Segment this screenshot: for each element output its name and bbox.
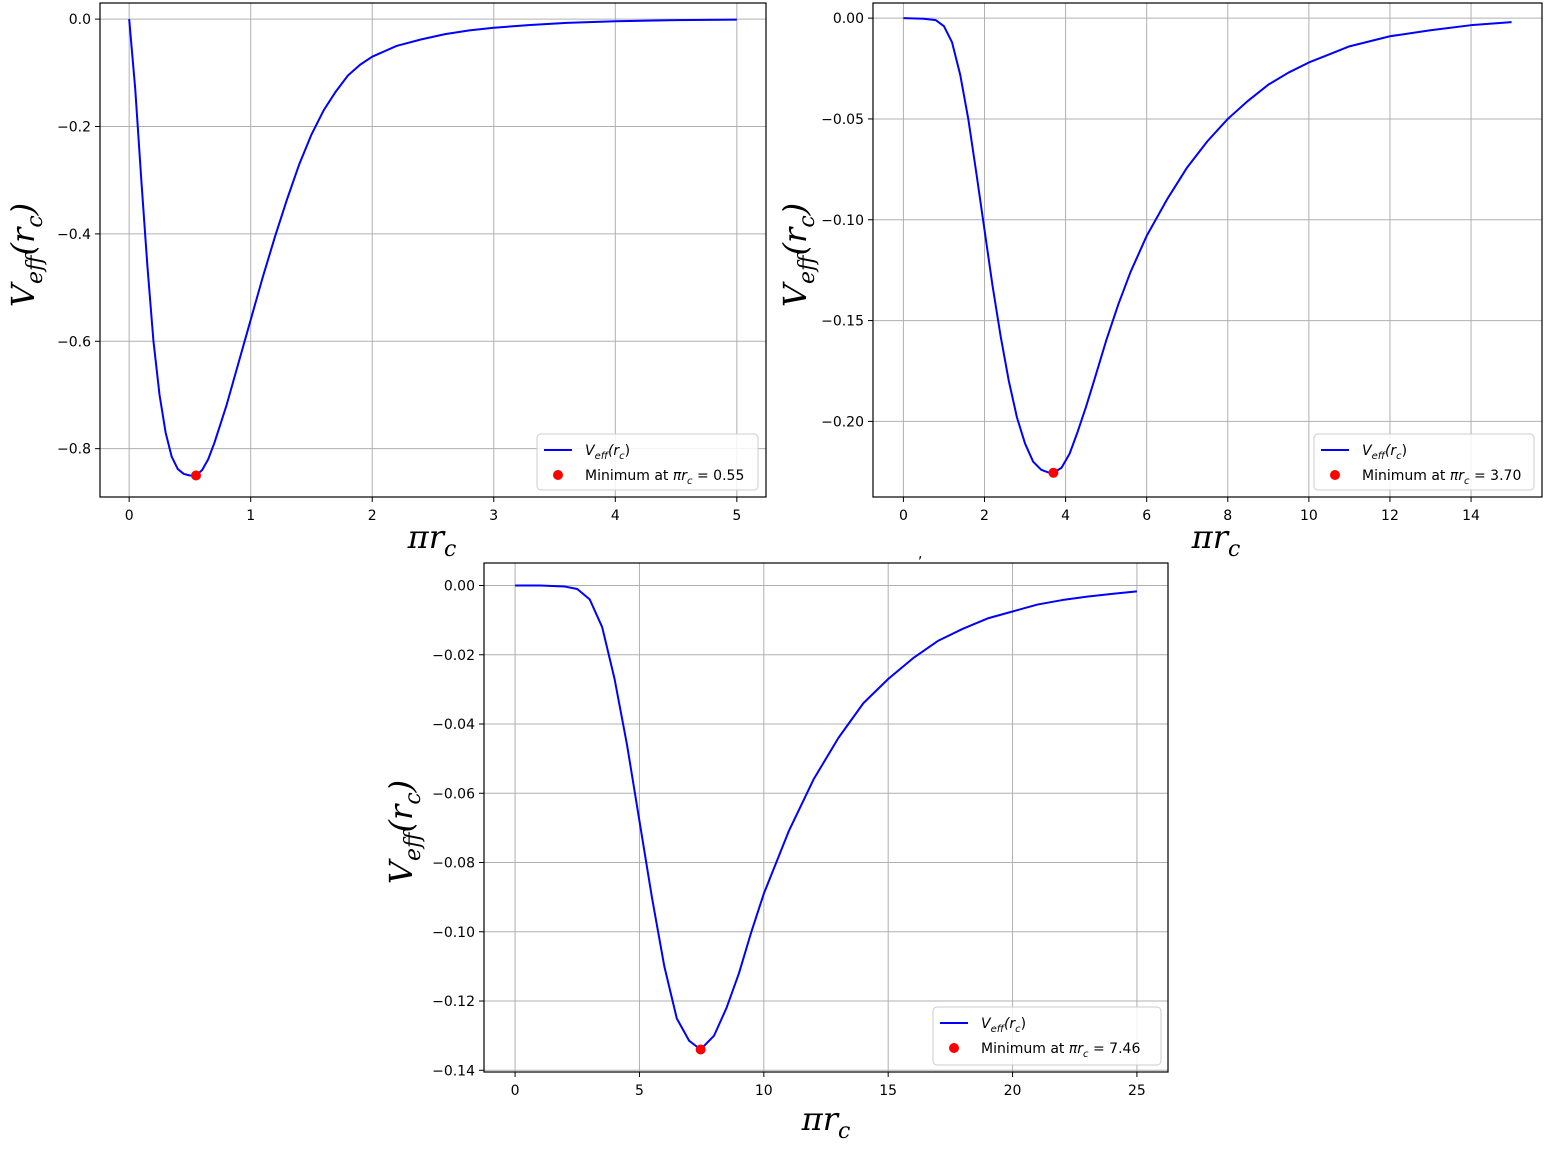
legend-label-veff: Veff(rc) [585,443,630,462]
x-tick-label: 8 [1223,508,1232,524]
x-tick-label: 3 [489,508,498,524]
x-tick-label: 4 [1061,508,1070,524]
minimum-point [191,470,202,481]
plot-frame [483,562,1169,1073]
legend-point-swatch [553,470,563,480]
series-line-veff [903,17,1512,474]
legend: Veff(rc) Minimum at πrc = 3.70 [1313,433,1535,491]
x-tick-label: 6 [1142,508,1151,524]
x-tick-label: 12 [1381,508,1399,524]
legend-label-veff: Veff(rc) [1362,443,1407,462]
y-tick-label: −0.06 [432,786,475,802]
x-tick-label: 10 [755,1083,773,1099]
y-tick-label: −0.05 [821,112,864,128]
x-tick-label: 25 [1128,1083,1146,1099]
series-line-veff [515,584,1138,1051]
y-tick-label: −0.10 [432,925,475,941]
y-tick-label: −0.20 [821,414,864,430]
y-tick-label: −0.10 [821,213,864,229]
legend-box [1313,433,1535,491]
legend-point-swatch [949,1043,959,1053]
stray-mark: , [918,546,922,562]
x-axis-label: πrc [407,518,457,562]
x-tick-label: 20 [1004,1083,1022,1099]
y-tick-label: 0.00 [833,11,864,27]
x-tick-label: 5 [732,508,741,524]
x-tick-label: 10 [1300,508,1318,524]
x-tick-label: 15 [879,1083,897,1099]
legend: Veff(rc) Minimum at πrc = 0.55 [536,433,759,491]
legend-box [932,1006,1162,1066]
y-tick-label: −0.04 [432,717,475,733]
x-tick-label: 2 [368,508,377,524]
minimum-point [695,1044,706,1055]
series-line-veff [128,18,737,477]
x-tick-label: 1 [246,508,255,524]
y-tick-label: −0.8 [57,442,91,458]
chart-panel-3: 0 5 10 15 20 25 0.00 −0.02 −0.04 −0.06 −0.08 −0.10 −… [382,562,1169,1144]
legend-box [536,433,759,491]
legend-label-minimum: Minimum at πrc = 7.46 [981,1041,1140,1060]
y-axis-label: Veff(rc) [4,203,48,307]
y-tick-label: −0.2 [57,120,91,136]
y-tick-label: 0.00 [444,579,475,595]
x-axis-label: πrc [801,1100,851,1144]
legend-label-minimum: Minimum at πrc = 3.70 [1362,468,1521,487]
y-tick-label: −0.08 [432,856,475,872]
x-tick-label: 0 [899,508,908,524]
legend-point-swatch [1330,470,1340,480]
chart-panel-2: 0 2 4 6 8 10 12 14 0.00 −0.05 −0.10 −0.15 −0.20 πrc Ve… [776,2,1543,562]
y-axis-label: Veff(rc) [776,203,820,307]
y-tick-label: −0.12 [432,994,475,1010]
y-tick-label: −0.14 [432,1063,475,1079]
y-tick-label: −0.4 [57,227,91,243]
plot-frame [99,2,767,498]
legend: Veff(rc) Minimum at πrc = 7.46 [932,1006,1162,1066]
x-tick-label: 2 [980,508,989,524]
y-tick-label: 0.0 [69,12,91,28]
legend-label-minimum: Minimum at πrc = 0.55 [585,468,744,487]
plot-frame [872,2,1543,498]
y-tick-label: −0.15 [821,314,864,330]
x-tick-label: 0 [125,508,134,524]
y-tick-label: −0.6 [57,334,91,350]
x-tick-label: 0 [511,1083,520,1099]
legend-label-veff: Veff(rc) [981,1016,1026,1035]
y-axis-label: Veff(rc) [382,780,426,884]
chart-panel-1: 0 1 2 3 4 50.0−0.2−0.4−0.6−0.8πrcVeff(rc)Veff… [4,2,767,562]
x-tick-label: 4 [611,508,620,524]
x-tick-label: 14 [1462,508,1480,524]
y-tick-label: −0.02 [432,648,475,664]
x-axis-label: πrc [1191,518,1241,562]
x-tick-label: 5 [635,1083,644,1099]
minimum-point [1048,467,1059,478]
